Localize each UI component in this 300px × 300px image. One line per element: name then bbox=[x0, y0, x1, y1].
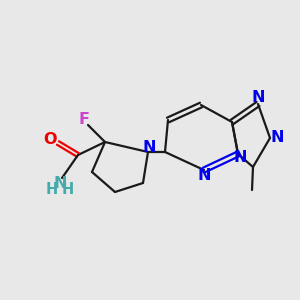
Text: N: N bbox=[53, 176, 67, 190]
Text: N: N bbox=[197, 169, 211, 184]
Text: H: H bbox=[46, 182, 58, 197]
Text: N: N bbox=[142, 140, 156, 154]
Text: N: N bbox=[270, 130, 284, 146]
Text: N: N bbox=[251, 91, 265, 106]
Text: F: F bbox=[79, 112, 89, 127]
Text: H: H bbox=[62, 182, 74, 197]
Text: O: O bbox=[43, 133, 57, 148]
Text: N: N bbox=[233, 151, 247, 166]
